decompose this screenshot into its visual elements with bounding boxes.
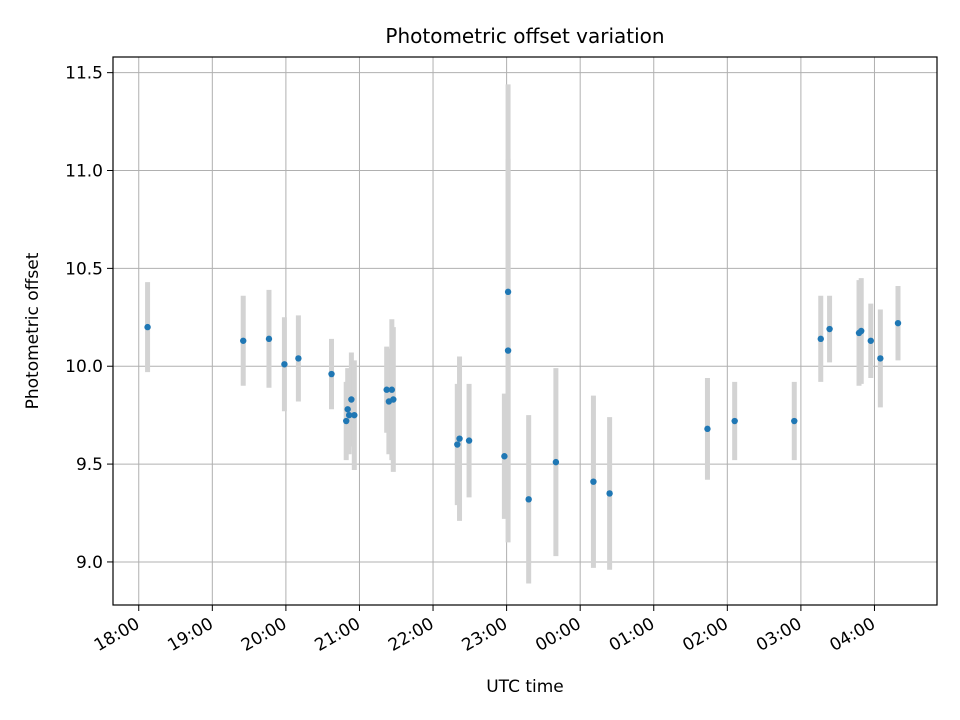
data-point <box>465 437 473 444</box>
x-axis-label: UTC time <box>486 677 564 697</box>
data-point <box>525 496 532 503</box>
data-point <box>858 327 865 335</box>
y-tick-label: 10.5 <box>65 259 103 279</box>
chart-title: Photometric offset variation <box>385 24 664 48</box>
data-point <box>383 386 390 393</box>
data-point <box>456 435 463 442</box>
data-point <box>328 370 335 378</box>
data-point <box>590 478 597 485</box>
data-point <box>552 458 560 466</box>
data-point <box>867 337 874 344</box>
data-point <box>501 453 508 460</box>
data-point <box>504 288 512 296</box>
data-point <box>817 335 824 343</box>
y-axis-ticks: 9.0 9.5 10.0 10.5 11.0 11.5 <box>65 64 113 573</box>
data-point <box>731 417 738 425</box>
y-axis-label: Photometric offset <box>23 252 43 409</box>
y-tick-label: 9.0 <box>76 553 103 573</box>
data-points <box>144 288 902 503</box>
data-point <box>295 355 302 362</box>
data-point <box>388 386 396 393</box>
data-point <box>345 411 353 419</box>
data-point <box>281 361 288 368</box>
y-tick-label: 9.5 <box>76 455 103 475</box>
plot-frame <box>112 56 938 606</box>
data-point <box>704 425 711 433</box>
data-point <box>351 411 358 419</box>
data-point <box>606 490 613 497</box>
data-point <box>240 337 247 344</box>
data-point <box>265 335 273 343</box>
data-point <box>826 325 833 333</box>
data-point <box>791 417 798 425</box>
data-point <box>454 441 461 448</box>
data-point <box>390 396 397 403</box>
data-point <box>877 355 884 362</box>
data-point <box>344 406 351 413</box>
data-point <box>348 396 355 403</box>
data-point <box>144 323 151 331</box>
data-point <box>343 417 350 425</box>
y-tick-label: 11.5 <box>65 64 103 84</box>
data-point <box>504 347 512 354</box>
y-tick-label: 10.0 <box>65 357 103 377</box>
data-point <box>894 319 902 327</box>
y-tick-label: 11.0 <box>65 162 103 182</box>
